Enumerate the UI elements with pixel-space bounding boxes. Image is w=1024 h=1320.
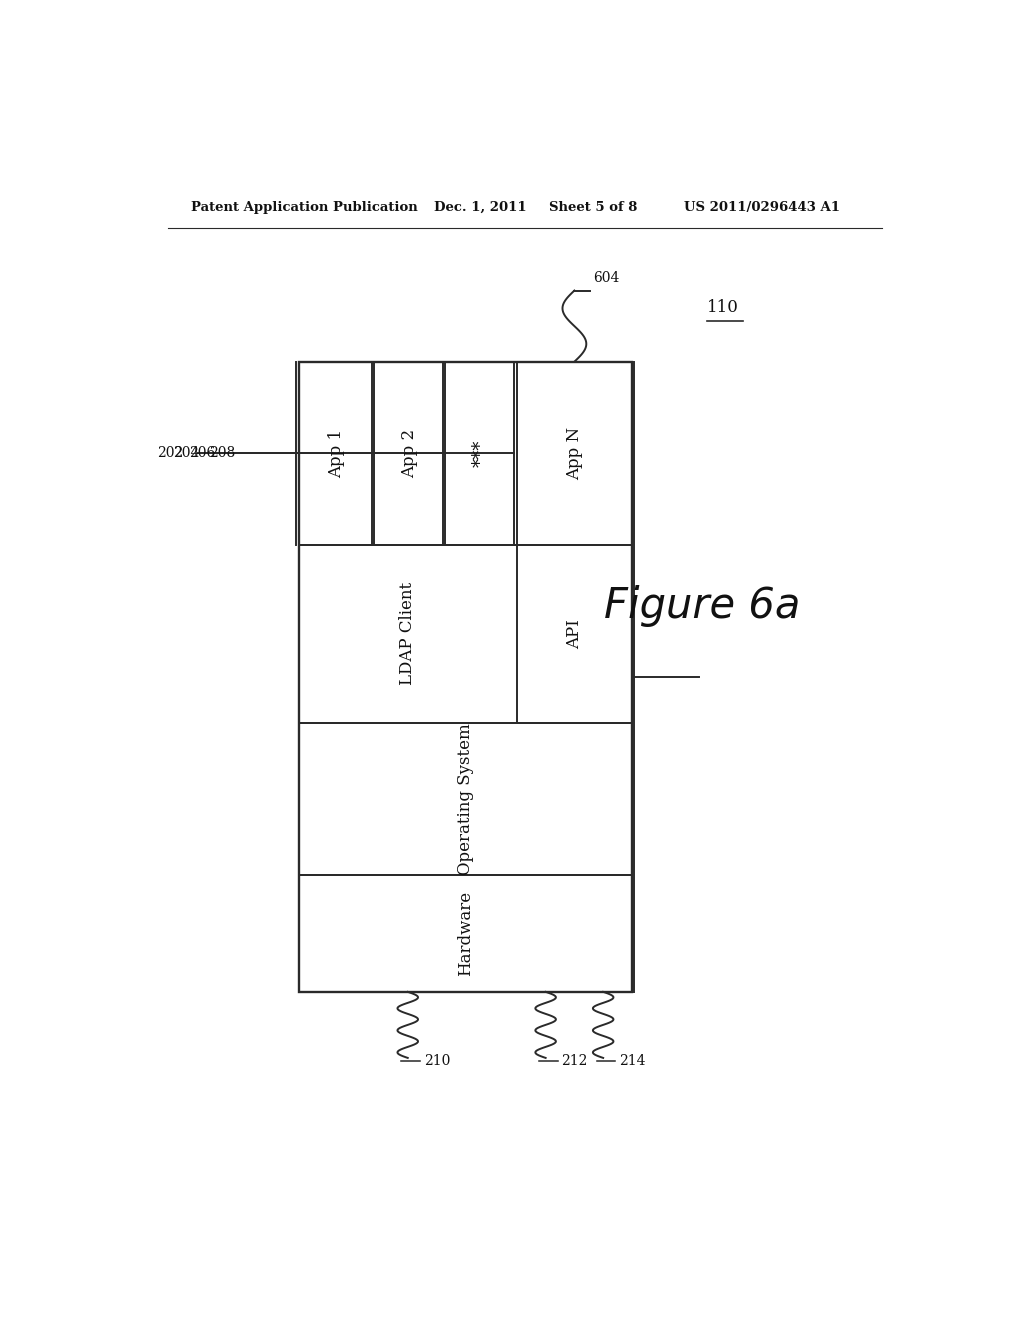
Text: ***: *** [472,440,490,467]
Text: App 1: App 1 [328,429,345,478]
Text: 110: 110 [708,298,739,315]
Bar [299,362,632,991]
Text: 214: 214 [620,1053,645,1068]
Text: 210: 210 [424,1053,450,1068]
Text: LDAP Client: LDAP Client [399,582,416,685]
Text: API: API [566,619,583,648]
Text: Patent Application Publication: Patent Application Publication [191,201,418,214]
Text: App 2: App 2 [401,429,418,478]
Text: Dec. 1, 2011: Dec. 1, 2011 [433,201,526,214]
Text: US 2011/0296443 A1: US 2011/0296443 A1 [684,201,840,214]
Text: 204: 204 [173,446,200,461]
Text: App N: App N [566,426,583,479]
Text: Sheet 5 of 8: Sheet 5 of 8 [549,201,637,214]
Text: 604: 604 [593,272,620,285]
Text: Hardware: Hardware [457,891,474,975]
Text: Figure 6a: Figure 6a [604,585,801,627]
Text: 208: 208 [209,446,236,461]
Text: 202: 202 [158,446,183,461]
Text: 206: 206 [189,446,215,461]
Text: 212: 212 [561,1053,588,1068]
Text: Operating System: Operating System [457,723,474,875]
